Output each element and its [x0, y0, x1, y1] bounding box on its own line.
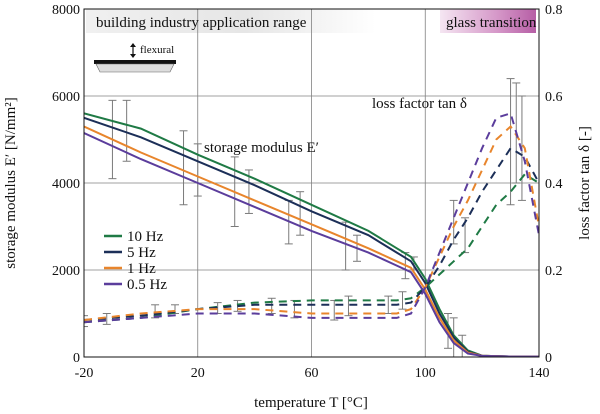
- error-bar: [344, 295, 353, 317]
- y-tick-label-right: 0: [545, 351, 552, 366]
- loss-factor-label: loss factor tan δ: [372, 96, 467, 112]
- error-bar: [122, 99, 131, 162]
- y-tick-label-right: 0.2: [545, 264, 563, 279]
- x-tick-label: 60: [305, 366, 319, 381]
- y-tick-label-left: 6000: [52, 90, 80, 105]
- error-bar: [84, 315, 88, 328]
- x-tick-label: -20: [75, 366, 94, 381]
- legend: 10 Hz5 Hz1 Hz0.5 Hz: [104, 229, 167, 293]
- x-tick-label: 20: [191, 366, 205, 381]
- series-lines: [84, 112, 539, 357]
- flexural-test-icon: flexural: [94, 43, 176, 73]
- x-tick-label: 100: [415, 366, 436, 381]
- y-tick-label-right: 0.4: [545, 177, 563, 192]
- y-tick-label-right: 0.6: [545, 90, 563, 105]
- x-axis-title: temperature T [°C]: [254, 395, 368, 411]
- y-tick-label-right: 0.8: [545, 3, 563, 18]
- error-bar: [398, 291, 407, 310]
- y-axis-title-right: loss factor tan δ [-]: [577, 126, 593, 240]
- range-label: building industry application range: [96, 15, 307, 31]
- error-bar: [290, 299, 299, 319]
- loss-factor-line: [84, 172, 539, 324]
- error-bar: [193, 143, 202, 197]
- legend-label: 0.5 Hz: [127, 277, 167, 293]
- y-tick-label-left: 2000: [52, 264, 80, 279]
- ticks: -20 20 60 100 1400200040006000800000.20.40.6…: [52, 3, 563, 381]
- legend-label: 10 Hz: [127, 229, 164, 245]
- glass-band: [440, 9, 536, 33]
- y-tick-label-left: 8000: [52, 3, 80, 18]
- y-tick-label-left: 4000: [52, 177, 80, 192]
- x-tick-label: 140: [529, 366, 550, 381]
- legend-label: 5 Hz: [127, 245, 156, 261]
- storage-modulus-line: [84, 132, 539, 357]
- error-bar: [179, 130, 188, 206]
- loss-factor-line: [84, 112, 539, 324]
- storage-modulus-label: storage modulus E′: [204, 140, 319, 156]
- flexural-label: flexural: [140, 44, 174, 56]
- error-bar: [341, 221, 350, 271]
- error-bar: [102, 313, 111, 325]
- plot-frame: [83, 8, 540, 358]
- error-bar: [506, 78, 515, 206]
- y-tick-label-left: 0: [73, 351, 80, 366]
- y-axis-title-left: storage modulus E′ [N/mm²]: [3, 97, 19, 269]
- error-bar: [384, 295, 393, 314]
- range-band: [86, 9, 376, 33]
- legend-label: 1 Hz: [127, 261, 156, 277]
- glass-label: glass transition: [446, 15, 537, 31]
- loss-factor-line: [84, 146, 539, 321]
